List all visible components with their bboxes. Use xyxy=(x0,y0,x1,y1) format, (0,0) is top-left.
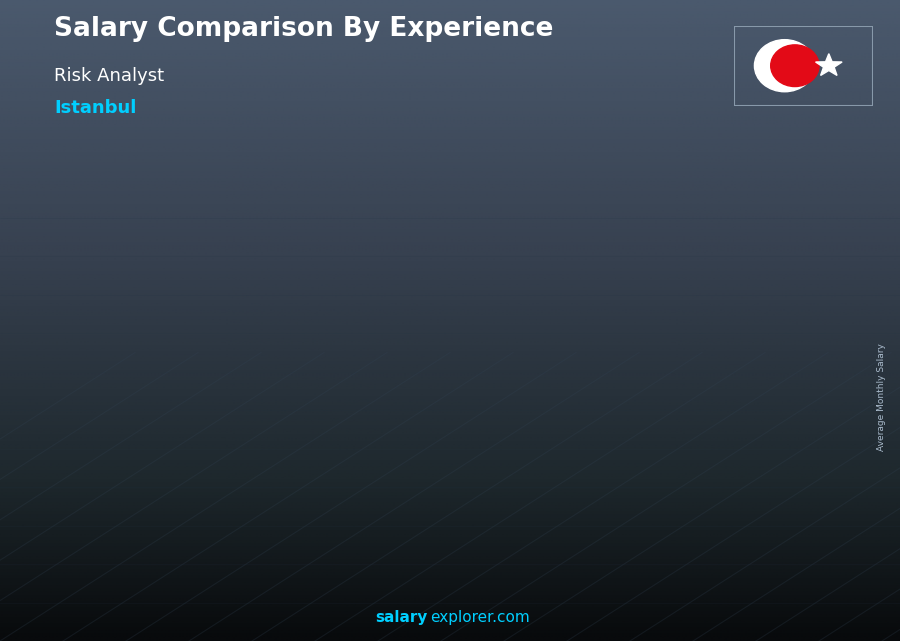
Bar xyxy=(462,306,526,311)
Text: +20%: +20% xyxy=(397,242,454,260)
Text: +40%: +40% xyxy=(274,281,332,299)
Text: 5,400 TRY: 5,400 TRY xyxy=(90,424,160,437)
Bar xyxy=(767,264,770,558)
Bar xyxy=(584,285,648,558)
Text: Risk Analyst: Risk Analyst xyxy=(54,67,164,85)
Bar xyxy=(584,285,588,558)
Text: 9,870 TRY: 9,870 TRY xyxy=(336,330,406,343)
Bar xyxy=(706,264,770,269)
Bar xyxy=(216,409,280,558)
Bar xyxy=(584,285,648,290)
Bar xyxy=(338,349,402,353)
Bar xyxy=(521,306,526,558)
Bar xyxy=(462,306,465,558)
Bar xyxy=(94,444,158,445)
Bar xyxy=(94,444,97,558)
Text: +31%: +31% xyxy=(151,344,210,362)
Bar xyxy=(276,409,280,558)
Polygon shape xyxy=(815,54,842,76)
Bar xyxy=(338,349,402,558)
Bar xyxy=(153,444,157,558)
Bar xyxy=(94,444,158,558)
Bar xyxy=(216,409,280,412)
Bar xyxy=(216,409,220,558)
Text: Istanbul: Istanbul xyxy=(54,99,137,117)
Text: 11,900 TRY: 11,900 TRY xyxy=(454,287,533,300)
Bar xyxy=(644,285,648,558)
Bar xyxy=(399,349,402,558)
Text: 12,900 TRY: 12,900 TRY xyxy=(576,266,656,279)
Bar xyxy=(338,349,343,558)
Text: Salary Comparison By Experience: Salary Comparison By Experience xyxy=(54,16,554,42)
Bar xyxy=(706,264,770,558)
Text: Average Monthly Salary: Average Monthly Salary xyxy=(878,344,886,451)
Circle shape xyxy=(770,45,819,87)
Bar xyxy=(706,264,711,558)
Text: explorer.com: explorer.com xyxy=(430,610,530,625)
Bar xyxy=(462,306,526,558)
Text: 13,900 TRY: 13,900 TRY xyxy=(699,246,778,258)
Text: +8%: +8% xyxy=(648,212,694,230)
Circle shape xyxy=(754,40,814,92)
Text: salary: salary xyxy=(375,610,428,625)
Text: 7,050 TRY: 7,050 TRY xyxy=(212,390,284,403)
Text: +9%: +9% xyxy=(526,229,572,247)
